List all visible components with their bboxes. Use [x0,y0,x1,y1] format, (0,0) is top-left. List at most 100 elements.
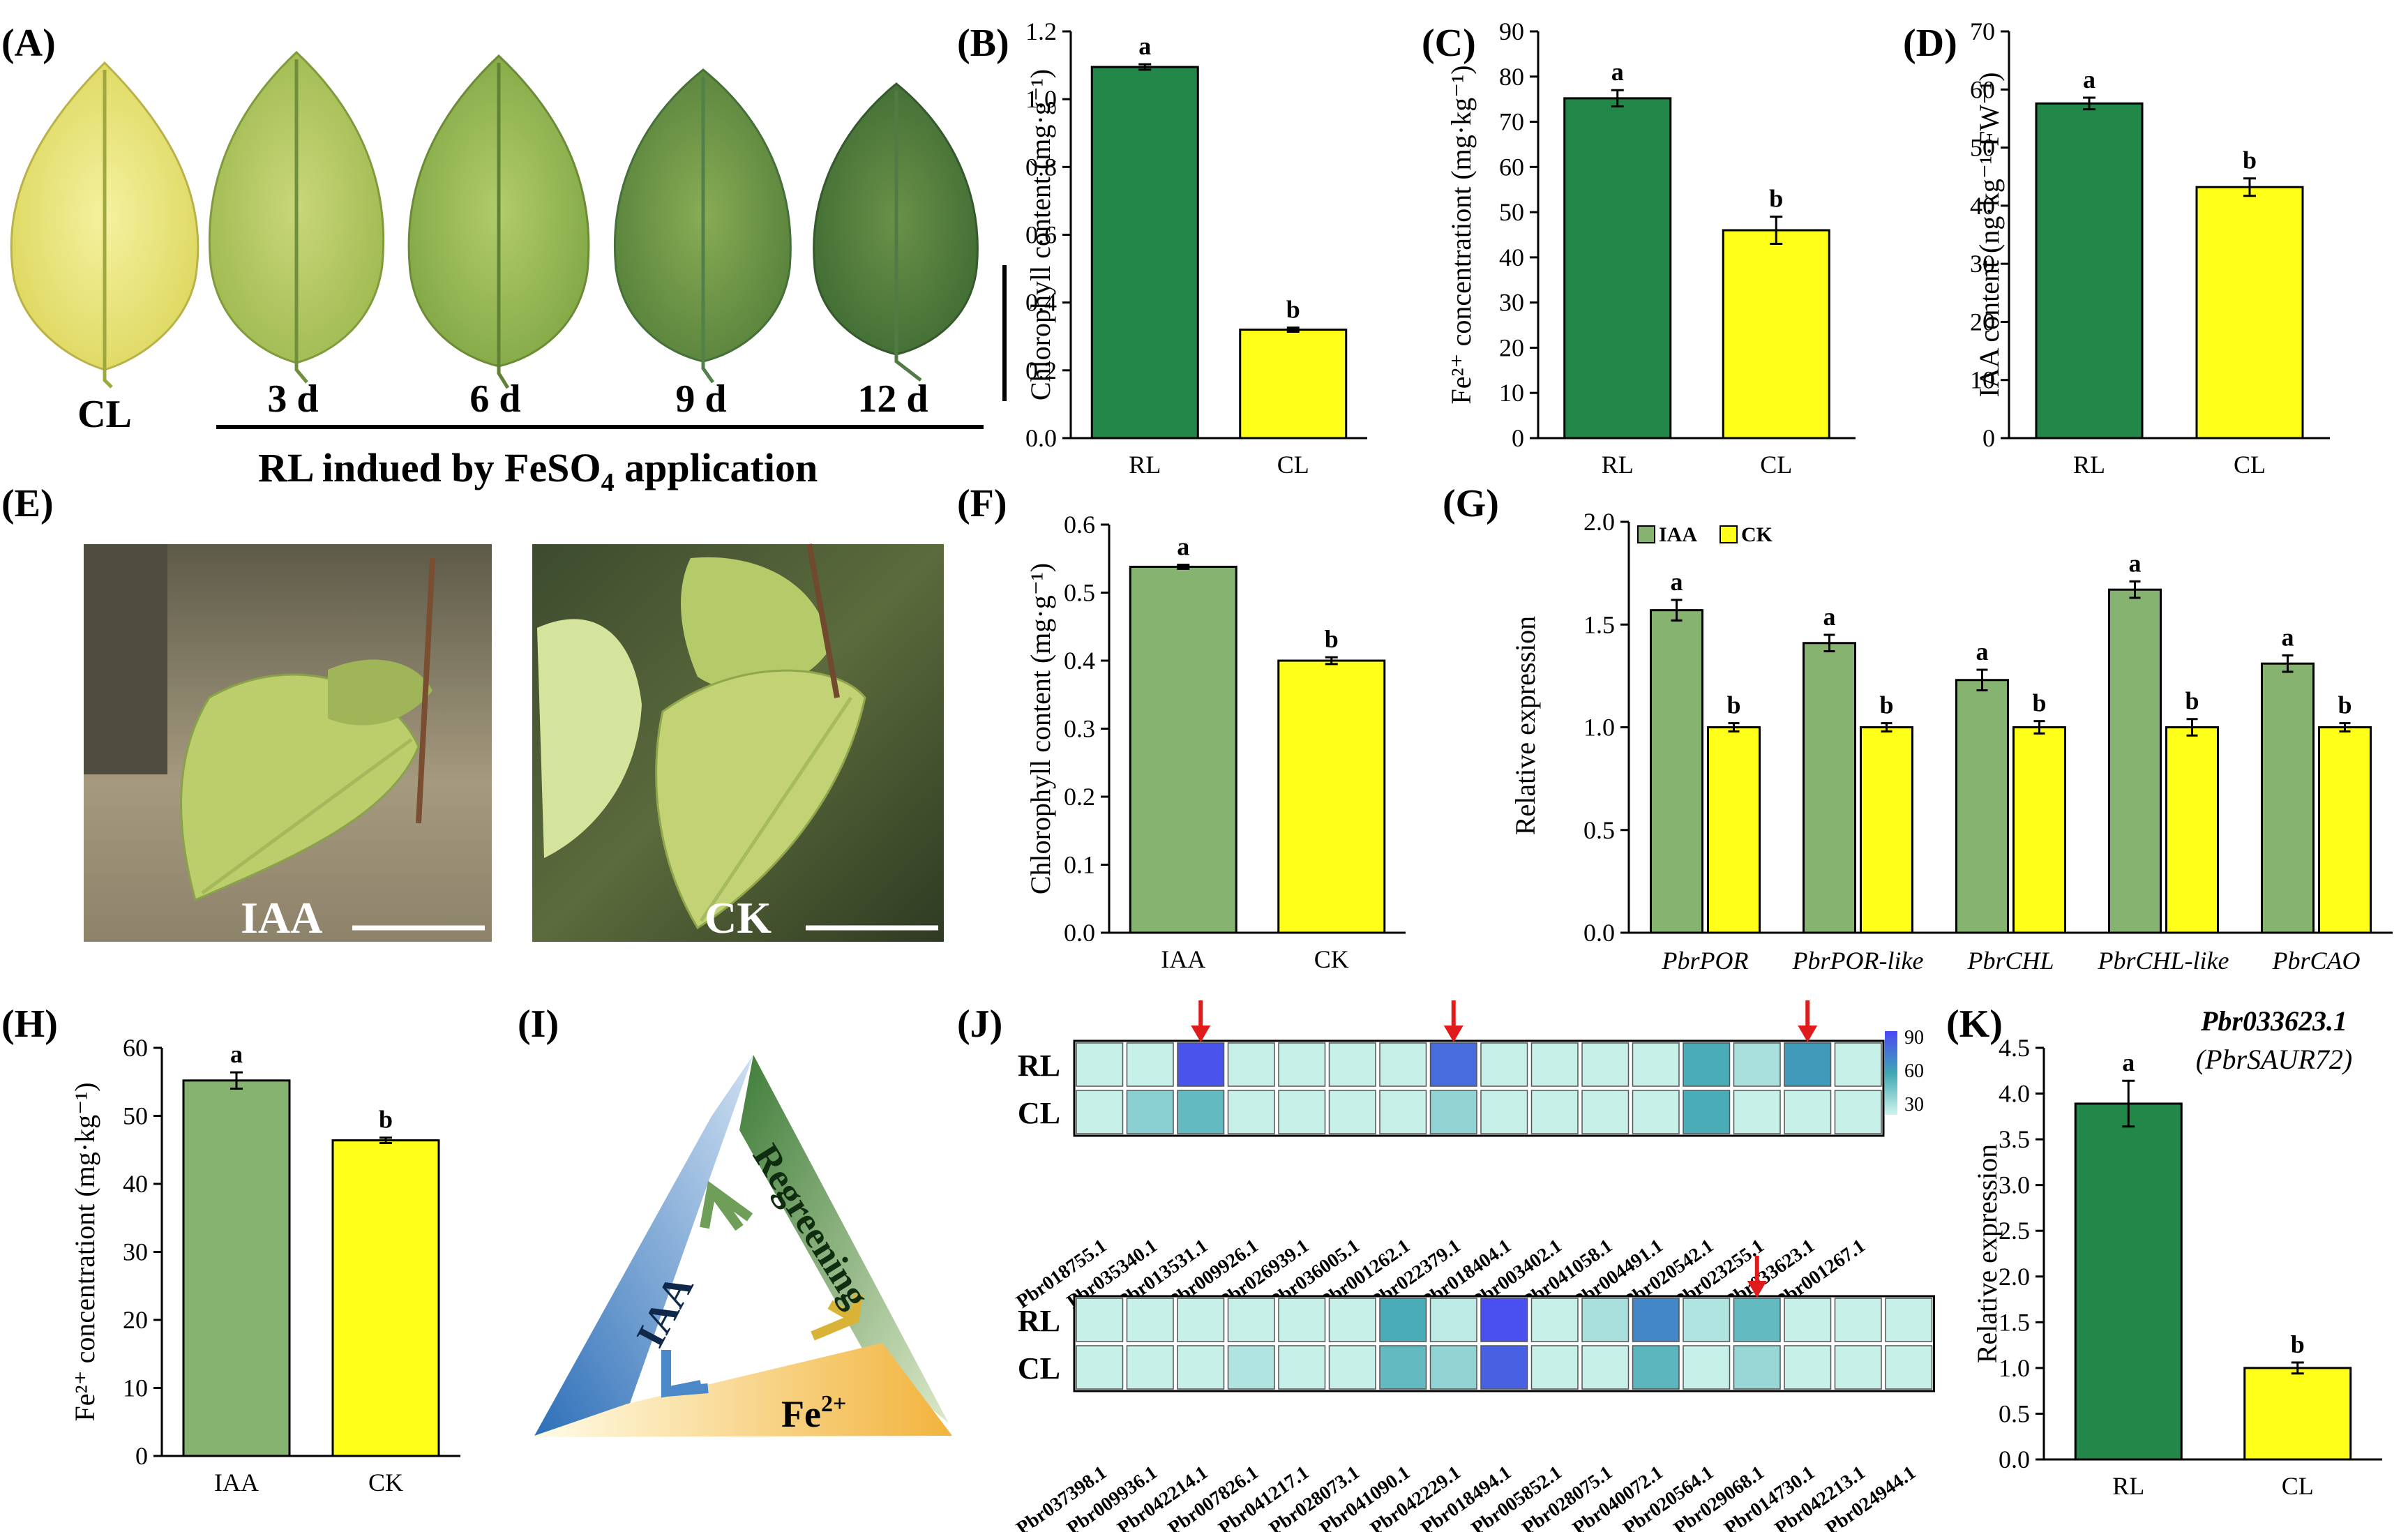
heatmap-cell [1581,1298,1630,1342]
heatmap-cell [1784,1345,1832,1390]
x-tick-label: CL [2234,451,2266,479]
triangle-regreening-segment [739,1055,949,1423]
heatmap-cell [1784,1090,1832,1134]
heatmap-cell [1076,1042,1124,1087]
y-tick-label: 0.0 [1064,919,1095,947]
highlight-arrow-head [1191,1026,1211,1042]
leaf-3d [208,50,385,384]
bar-ck [1707,726,1761,934]
chart-fe-rl-cl: 0 10 20 30 40 50 60 70 80 90 a RL b CL Fe²⁺ concentrat… [1445,17,1856,479]
heatmap-cell [1632,1042,1680,1087]
heatmap-cell [1328,1298,1376,1342]
heatmap-cell [1784,1042,1832,1087]
highlight-arrow-head [1747,1281,1767,1298]
y-tick-label: 0.6 [1025,221,1057,249]
heatmap-cell [1530,1042,1579,1087]
colorbar-tick-label: 60 [1904,1060,1924,1082]
y-tick-label: 60 [1970,75,1995,103]
y-tick-label: 0 [135,1442,148,1470]
heatmap-cell [1733,1298,1781,1342]
significance-letter: b [1726,691,1740,719]
heatmap-row-label-cl: CL [1018,1351,1060,1385]
significance-letter: b [2243,147,2257,174]
heatmap-cell [1834,1090,1882,1134]
heatmap-cell [1379,1090,1427,1134]
y-tick-label: 90 [1499,17,1524,45]
y-axis-label: Chlorophyll content (mg·g⁻¹) [1025,563,1056,894]
heatmap-cell [1278,1090,1326,1134]
heatmap-cell [1126,1090,1174,1134]
x-tick-label: CK [1314,945,1349,973]
chart-title-line1: Pbr033623.1 [2200,1005,2347,1037]
heatmap-cell [1834,1345,1882,1390]
y-tick-label: 3.0 [1999,1171,2030,1199]
y-tick-label: 10 [1499,379,1524,407]
panel-label-c: (C) [1422,22,1476,65]
heatmap-cell [1379,1298,1427,1342]
bar-iaa [2108,588,2162,934]
heatmap-cell [1683,1345,1731,1390]
y-tick-label: 0.4 [1064,647,1095,675]
legend-label-ck: CK [1741,523,1773,546]
bar-rl [2074,1102,2183,1461]
x-tick-label: CL [1277,451,1309,479]
x-tick-label: RL [2112,1472,2144,1500]
legend-label-iaa: IAA [1659,523,1697,546]
leaf-label-6d: 6 d [469,377,520,421]
significance-letter: a [1976,638,1989,666]
leaf-6d [407,54,590,389]
heatmap-saur: RLCLPbr018755.1Pbr035340.1Pbr013531.1Pbr… [1013,1000,1935,1532]
photo-label-ck: CK [705,893,772,943]
heatmap-cell [1480,1042,1528,1087]
significance-letter: b [2291,1330,2305,1358]
heatmap-cell [1177,1298,1225,1342]
heatmap-cell [1429,1298,1477,1342]
significance-letter: b [1879,691,1893,719]
chart-chlorophyll-rl-cl: 0.0 0.2 0.4 0.6 0.8 1.0 1.2 a RL b CL Chlorophyll c… [1025,17,1367,479]
y-tick-label: 2.0 [1583,508,1615,536]
bar-iaa [2261,662,2315,934]
cycle-arrow-green [700,1180,753,1231]
heatmap-cell [1126,1298,1174,1342]
panel-label-k: (K) [1946,1002,2003,1046]
bar-cl [2243,1367,2352,1461]
bar-ck [2165,726,2219,934]
leaf-label-9d: 9 d [675,377,726,421]
heatmap-cell [1480,1298,1528,1342]
y-axis-label: Fe²⁺ concentrationt (mg·kg⁻¹) [69,1082,100,1421]
heatmap-cell [1227,1345,1275,1390]
y-tick-label: 60 [1499,153,1524,181]
y-tick-label: 60 [123,1034,148,1062]
significance-letter: a [2122,1049,2135,1076]
colorbar-tick-label: 90 [1904,1027,1924,1049]
y-tick-label: 0.8 [1025,153,1057,181]
significance-letter: b [2185,687,2199,715]
bar-ck [2318,726,2372,934]
y-tick-label: 1.5 [1999,1308,2030,1336]
y-tick-label: 4.0 [1999,1080,2030,1108]
heatmap-cell [1834,1298,1882,1342]
x-tick-label: CL [2282,1472,2314,1500]
colorbar-tick-label: 30 [1904,1094,1924,1116]
heatmap-cell [1177,1090,1225,1134]
legend-swatch-ck [1720,525,1738,543]
bar-ck [1860,726,1913,934]
photo-iaa [84,544,492,942]
bar-ck [2012,726,2066,934]
y-axis-label: IAA content (ng·kg⁻¹·FW⁻¹) [1973,72,2005,397]
y-tick-label: 1.0 [1583,714,1615,742]
heatmap-cell [1733,1090,1781,1134]
x-tick-label: PbrPOR-like [1792,947,1924,975]
heatmap-cell [1278,1345,1326,1390]
y-tick-label: 0.4 [1025,289,1057,317]
x-tick-label: CL [1760,451,1792,479]
panel-label-g: (G) [1443,482,1499,525]
significance-letter: a [2282,623,2294,651]
x-tick-label: PbrCAO [2272,947,2361,975]
heatmap-cell [1227,1090,1275,1134]
chart-chlorophyll-iaa-ck: 0.0 0.1 0.2 0.3 0.4 0.5 0.6 a IAA b CK Chlorophyll … [1025,511,1406,973]
y-tick-label: 0.6 [1064,511,1095,539]
chart-iaa-content: 0 10 20 30 40 50 60 70 a RL b CL IAA content (ng·kg⁻… [1970,17,2330,479]
y-tick-label: 70 [1499,108,1524,136]
panel-label-a: (A) [1,22,56,65]
